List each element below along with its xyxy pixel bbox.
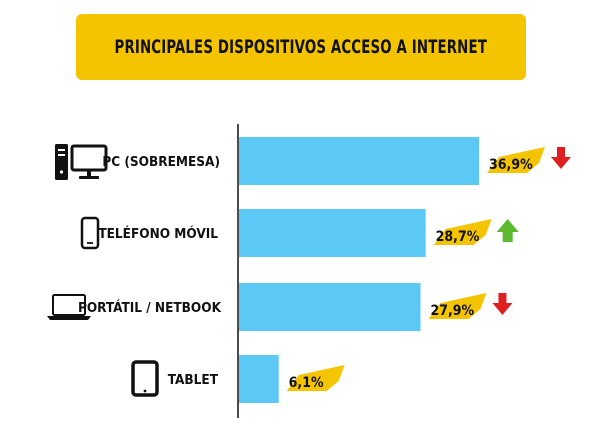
trend-down-arrow-icon (492, 293, 513, 315)
bar (239, 283, 421, 331)
value-label-group: 36,9% (487, 147, 545, 173)
tablet-icon (131, 360, 159, 397)
value-label: 36,9% (489, 157, 533, 173)
title-banner: PRINCIPALES DISPOSITIVOS ACCESO A INTERN… (76, 14, 526, 80)
bar (239, 209, 426, 257)
value-labels: 36,9% 28,7% 27,9% 6,1% (286, 147, 545, 391)
category-label: PORTÁTIL / NETBOOK (78, 299, 222, 316)
bar (239, 355, 279, 403)
bar (239, 137, 479, 185)
value-label-group: 28,7% (433, 219, 492, 245)
category-icons (47, 144, 159, 397)
category-labels: PC (SOBREMESA) TELÉFONO MÓVIL PORTÁTIL / N… (78, 154, 222, 388)
value-highlight (433, 219, 492, 245)
laptop-icon (47, 294, 91, 320)
value-label: 28,7% (436, 229, 480, 245)
bars (239, 137, 479, 403)
trend-up-arrow-icon (496, 219, 519, 242)
value-highlight (286, 365, 345, 391)
category-label: PC (SOBREMESA) (102, 154, 220, 170)
trend-down-arrow-icon (551, 147, 571, 169)
desktop-computer-icon (55, 144, 108, 180)
value-highlight (428, 293, 487, 319)
value-highlight (487, 147, 545, 173)
value-label-group: 27,9% (428, 293, 487, 319)
category-label: TABLET (168, 372, 219, 388)
category-label: TELÉFONO MÓVIL (98, 224, 218, 242)
value-label: 6,1% (289, 375, 324, 391)
trend-arrows (492, 147, 571, 315)
value-label-group: 6,1% (286, 365, 345, 391)
mobile-phone-icon (80, 216, 100, 250)
chart-title: PRINCIPALES DISPOSITIVOS ACCESO A INTERN… (114, 36, 488, 58)
value-label: 27,9% (430, 303, 474, 319)
